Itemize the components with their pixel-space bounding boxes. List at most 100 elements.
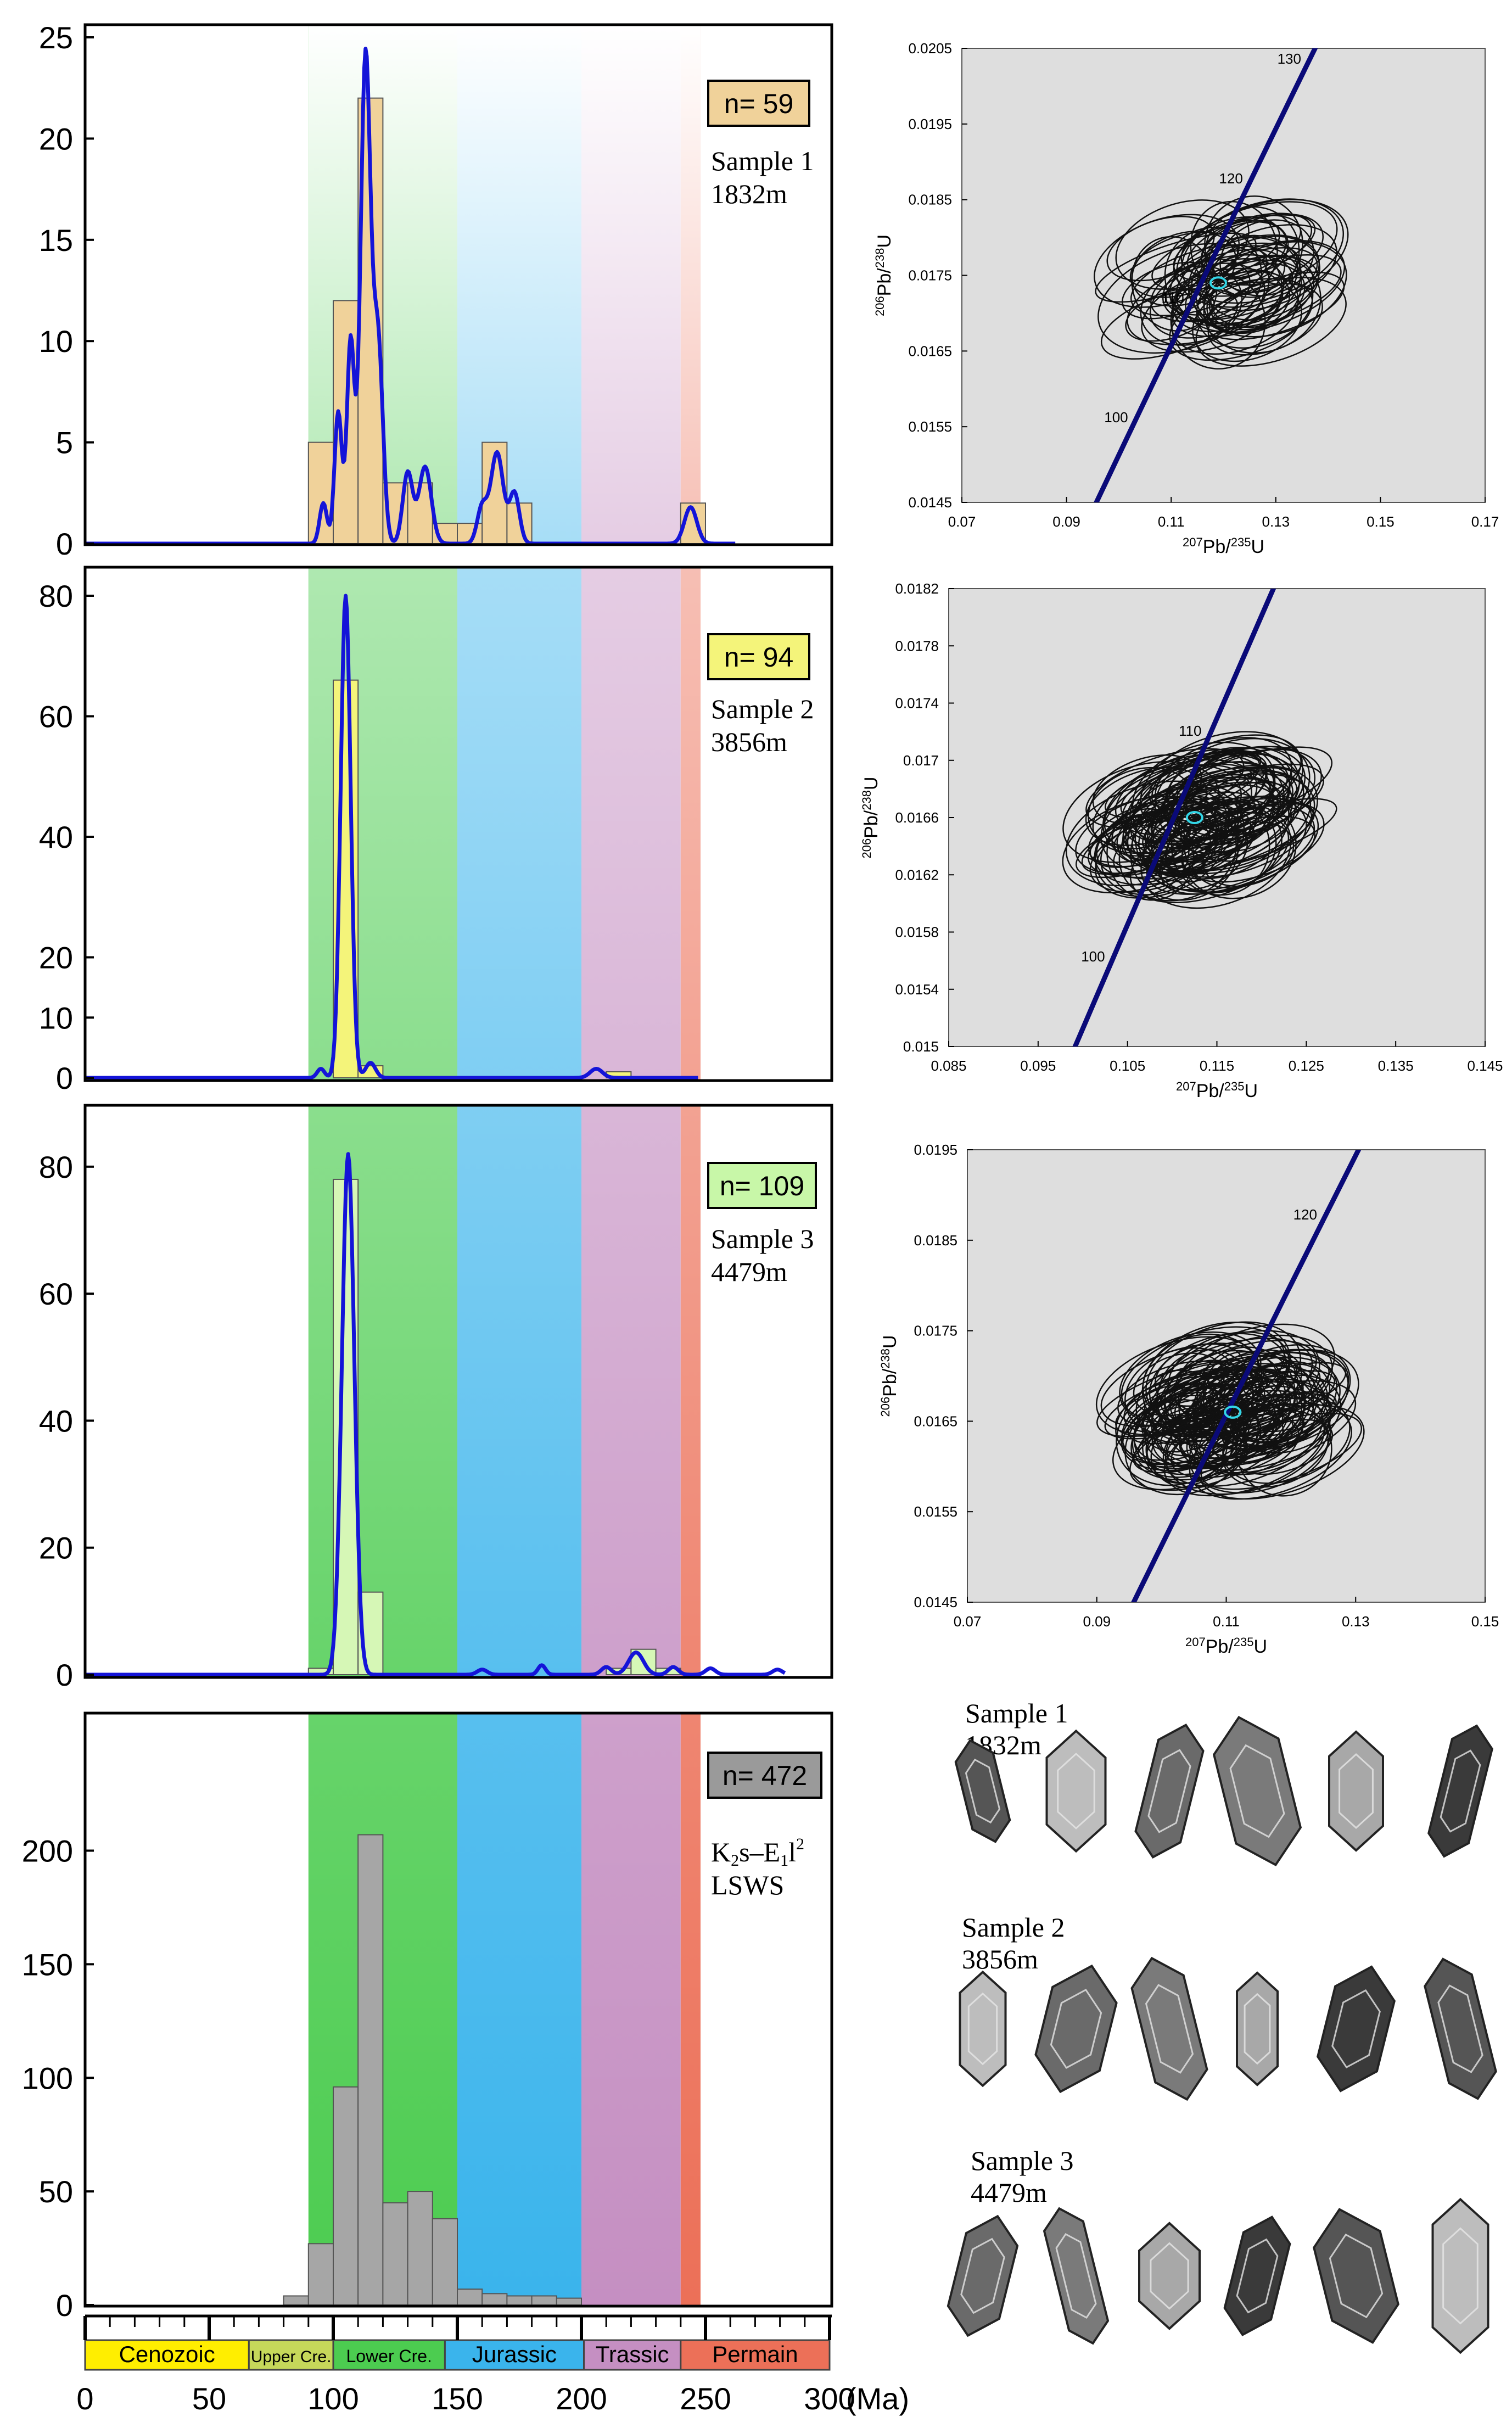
zircon-crystal — [947, 2214, 1019, 2337]
y-tick-label: 150 — [22, 1947, 73, 1982]
histogram-bar — [531, 2295, 557, 2306]
error-ellipse — [1097, 243, 1270, 354]
error-ellipse — [1117, 1360, 1235, 1426]
period-box — [444, 2339, 585, 2371]
zircon-crystal — [1427, 1724, 1493, 1858]
zircon-crystal — [1034, 1964, 1118, 2094]
geologic-timescale: Cenozoic Upper Cre. Lower Cre. Jurassic Tras… — [76, 2314, 909, 2416]
y-tick-label: 100 — [22, 2061, 73, 2095]
period-box — [680, 2339, 831, 2371]
probability-density-curve — [84, 594, 699, 1080]
zircon-outline — [1328, 1730, 1384, 1852]
x-tick-label: 150 — [432, 2381, 483, 2416]
zircon-outline — [1313, 2208, 1399, 2344]
error-ellipse — [1102, 753, 1271, 862]
zircon-outline — [947, 2214, 1019, 2337]
y-tick-label: 0.0185 — [914, 1232, 957, 1249]
concordia-curve — [1093, 48, 1318, 502]
error-ellipse — [1157, 1355, 1296, 1429]
zircon-outline — [1424, 1957, 1497, 2100]
concordia-curve — [1072, 589, 1276, 1047]
error-ellipse — [1201, 221, 1287, 280]
zircon-outline — [1236, 1971, 1279, 2086]
zircon-zoning — [1442, 2227, 1479, 2325]
period-label: Upper Cre. — [251, 2348, 332, 2366]
error-ellipse — [1094, 214, 1240, 308]
y-axis-label: 206Pb/238U — [860, 776, 882, 858]
concordia-age-label: 130 — [1278, 51, 1301, 67]
error-ellipse — [1203, 241, 1347, 338]
histogram-bar — [307, 2243, 334, 2306]
y-tick-label: 10 — [39, 324, 73, 359]
zircon-zoning — [1055, 2233, 1097, 2319]
zircon-crystal — [1328, 1730, 1384, 1852]
concordia-age-label: 110 — [1161, 289, 1184, 306]
histogram-bar — [407, 2191, 433, 2306]
y-tick-label: 200 — [22, 1834, 73, 1868]
error-ellipse — [1140, 801, 1292, 909]
y-tick-label: 0.0162 — [895, 866, 939, 883]
sample-depth: 3856m — [711, 726, 787, 757]
y-tick-label: 5 — [56, 426, 73, 460]
zircon-sample-name: Sample 3 — [971, 2145, 1073, 2176]
error-ellipse — [1150, 763, 1325, 847]
x-tick-label: 0.07 — [954, 1613, 982, 1630]
zircon-zoning — [1437, 1984, 1483, 2073]
y-tick-label: 0.0182 — [895, 580, 939, 597]
zircon-zoning — [965, 1758, 1001, 1824]
zircon-cl-images: Sample 1 1832m Sample 2 3856m Sample 3 4… — [947, 1698, 1497, 2354]
zircon-crystal — [1431, 2197, 1489, 2354]
concordia-content: 100 110 — [1062, 589, 1337, 1047]
error-ellipse — [1122, 767, 1293, 860]
error-ellipse — [1236, 1403, 1332, 1497]
error-ellipse — [1127, 799, 1219, 870]
n-count-label: n= 59 — [724, 88, 794, 119]
x-tick-label: 0.07 — [948, 513, 976, 530]
x-tick-label: 0.09 — [1083, 1613, 1111, 1630]
y-tick-label: 0.0195 — [908, 116, 952, 132]
zircon-zoning — [1150, 2242, 1189, 2310]
error-ellipse — [1195, 245, 1302, 334]
x-tick-label: 0.115 — [1200, 1058, 1234, 1074]
y-tick-label: 0.017 — [903, 752, 939, 769]
x-tick-label: 0.15 — [1471, 1613, 1499, 1630]
zircon-crystal — [1236, 1971, 1279, 2086]
y-tick-label: 0.0154 — [895, 981, 939, 998]
sample-name: Sample 1 — [711, 146, 814, 176]
error-ellipse — [1075, 793, 1217, 874]
sample-name: Sample 3 — [711, 1223, 814, 1254]
y-tick-label: 50 — [39, 2174, 73, 2209]
y-tick-label: 0 — [56, 2288, 73, 2323]
zircon-outline — [959, 1970, 1007, 2088]
error-ellipse — [1137, 1410, 1240, 1468]
y-tick-label: 0.0185 — [908, 192, 952, 208]
error-ellipse — [1204, 195, 1303, 293]
error-ellipse — [1162, 1390, 1324, 1487]
zircon-outline — [1431, 2197, 1489, 2354]
x-tick-label: 0.11 — [1213, 1613, 1240, 1630]
zircon-zoning — [967, 1992, 998, 2066]
x-tick-label: 0.105 — [1110, 1058, 1145, 1074]
zircon-zoning — [1440, 1749, 1481, 1833]
sample-3-labels: n= 109 Sample 3 4479m — [707, 1162, 817, 1287]
zircon-zoning — [1329, 2233, 1384, 2319]
zircon-outline — [1212, 1715, 1302, 1867]
error-ellipse — [1149, 1333, 1287, 1425]
x-tick-label: 0.13 — [1262, 513, 1290, 530]
histogram-bar — [357, 1834, 384, 2306]
y-tick-label: 15 — [39, 223, 73, 258]
error-ellipse — [1129, 1408, 1284, 1491]
error-ellipse — [1181, 198, 1345, 304]
histogram-bar — [457, 2289, 483, 2306]
y-tick-label: 10 — [39, 1000, 73, 1035]
y-tick-label: 25 — [39, 20, 73, 55]
concordia-age-ellipse — [1224, 1405, 1242, 1419]
n-count-label: n= 94 — [724, 642, 794, 673]
histogram-bar — [283, 2295, 309, 2306]
zircon-outline — [1223, 2216, 1291, 2336]
n-count-label: n= 472 — [723, 1760, 807, 1791]
y-tick-label: 60 — [39, 1277, 73, 1311]
n-count-box — [707, 1162, 817, 1209]
y-tick-label: 0.0205 — [908, 40, 952, 57]
y-tick-label: 0.0175 — [908, 267, 952, 284]
